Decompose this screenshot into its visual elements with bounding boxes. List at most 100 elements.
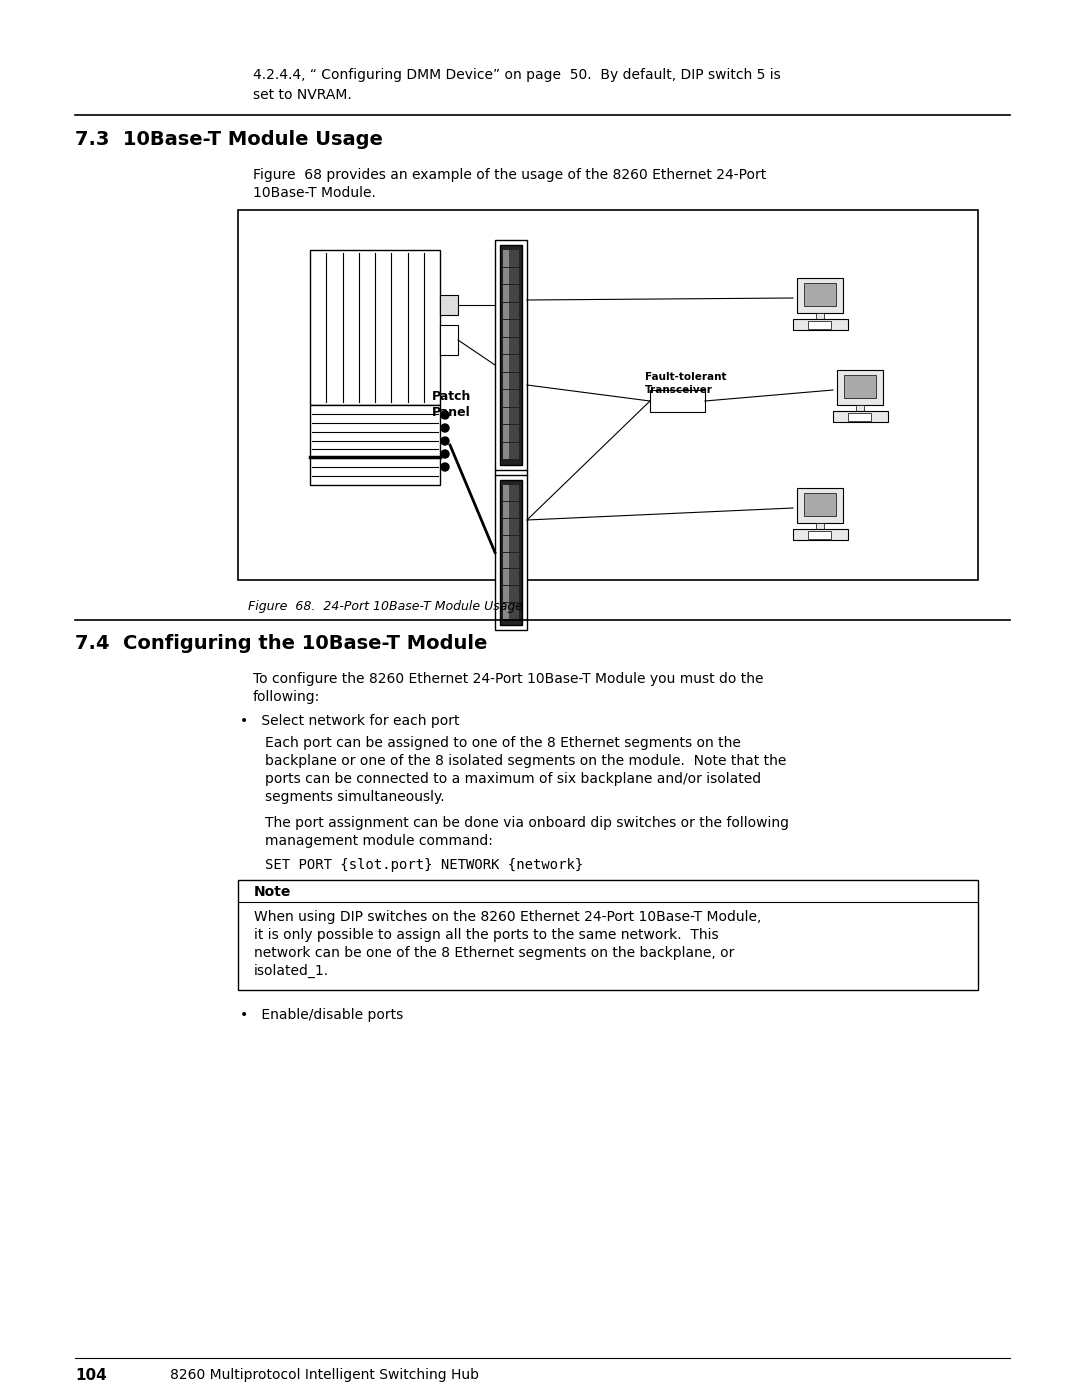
Bar <box>843 374 876 398</box>
Bar <box>837 370 883 405</box>
Bar <box>503 535 509 552</box>
Bar <box>793 529 848 541</box>
Bar <box>503 570 509 585</box>
Bar <box>503 518 509 535</box>
Text: The port assignment can be done via onboard dip switches or the following: The port assignment can be done via onbo… <box>265 816 789 830</box>
Bar <box>833 411 888 422</box>
Bar <box>793 319 848 330</box>
Text: Each port can be assigned to one of the 8 Ethernet segments on the: Each port can be assigned to one of the … <box>265 736 741 750</box>
Bar <box>503 552 519 569</box>
Circle shape <box>441 411 449 419</box>
Bar <box>797 278 843 313</box>
Bar <box>503 502 519 518</box>
Bar <box>503 320 519 337</box>
Bar <box>503 425 509 441</box>
Bar <box>503 604 519 619</box>
Bar <box>816 522 824 529</box>
Text: 4.2.4.4, “ Configuring DMM Device” on page  50.  By default, DIP switch 5 is: 4.2.4.4, “ Configuring DMM Device” on pa… <box>253 68 781 82</box>
Bar <box>503 518 519 535</box>
Text: Figure  68.  24-Port 10Base-T Module Usage: Figure 68. 24-Port 10Base-T Module Usage <box>248 599 523 613</box>
Bar <box>848 414 870 420</box>
Bar <box>503 267 509 284</box>
Bar <box>310 405 440 485</box>
Circle shape <box>441 437 449 446</box>
Circle shape <box>441 425 449 432</box>
Bar <box>503 303 519 319</box>
Bar <box>503 338 519 353</box>
Bar <box>495 240 527 469</box>
Bar <box>503 250 509 267</box>
Bar <box>503 425 519 441</box>
Text: •   Select network for each port: • Select network for each port <box>240 714 459 728</box>
Circle shape <box>441 450 449 458</box>
Text: 8260 Multiprotocol Intelligent Switching Hub: 8260 Multiprotocol Intelligent Switching… <box>170 1368 480 1382</box>
Text: Panel: Panel <box>432 407 471 419</box>
Bar <box>797 488 843 522</box>
Text: Transceiver: Transceiver <box>645 386 713 395</box>
Text: set to NVRAM.: set to NVRAM. <box>253 88 352 102</box>
Text: 7.4  Configuring the 10Base-T Module: 7.4 Configuring the 10Base-T Module <box>75 634 487 652</box>
Bar <box>503 443 519 460</box>
Bar <box>503 570 519 585</box>
Bar <box>650 390 705 412</box>
Bar <box>500 481 522 624</box>
Text: •   Enable/disable ports: • Enable/disable ports <box>240 1009 403 1023</box>
Bar <box>238 880 978 990</box>
Bar <box>503 390 509 407</box>
Bar <box>503 373 519 388</box>
Bar <box>503 267 519 284</box>
Bar <box>503 408 509 425</box>
Text: management module command:: management module command: <box>265 834 492 848</box>
Text: SET PORT {slot.port} NETWORK {network}: SET PORT {slot.port} NETWORK {network} <box>265 858 583 872</box>
Bar <box>500 244 522 465</box>
Bar <box>503 587 519 602</box>
Bar <box>238 210 978 580</box>
Bar <box>503 338 509 353</box>
Bar <box>503 604 509 619</box>
Bar <box>503 250 519 267</box>
Text: it is only possible to assign all the ports to the same network.  This: it is only possible to assign all the po… <box>254 928 718 942</box>
Bar <box>808 531 831 539</box>
Bar <box>503 303 509 319</box>
Text: To configure the 8260 Ethernet 24-Port 10Base-T Module you must do the: To configure the 8260 Ethernet 24-Port 1… <box>253 672 764 686</box>
Text: Note: Note <box>254 886 292 900</box>
Bar <box>440 326 458 355</box>
Bar <box>503 408 519 425</box>
Bar <box>503 285 519 302</box>
Text: isolated_1.: isolated_1. <box>254 964 329 978</box>
Bar <box>503 390 519 407</box>
Bar <box>503 485 509 502</box>
Text: 104: 104 <box>75 1368 107 1383</box>
Text: 7.3  10Base-T Module Usage: 7.3 10Base-T Module Usage <box>75 130 383 149</box>
Circle shape <box>441 462 449 471</box>
Text: segments simultaneously.: segments simultaneously. <box>265 789 445 805</box>
Bar <box>856 405 864 411</box>
Text: 10Base-T Module.: 10Base-T Module. <box>253 186 376 200</box>
Bar <box>503 587 509 602</box>
Bar <box>503 552 509 569</box>
Text: Figure  68 provides an example of the usage of the 8260 Ethernet 24-Port: Figure 68 provides an example of the usa… <box>253 168 766 182</box>
Bar <box>440 295 458 314</box>
Bar <box>503 502 509 518</box>
Bar <box>503 485 519 502</box>
Bar <box>804 284 836 306</box>
Text: When using DIP switches on the 8260 Ethernet 24-Port 10Base-T Module,: When using DIP switches on the 8260 Ethe… <box>254 909 761 923</box>
Bar <box>503 355 519 372</box>
Text: Fault-tolerant: Fault-tolerant <box>645 372 727 381</box>
Text: following:: following: <box>253 690 321 704</box>
Text: network can be one of the 8 Ethernet segments on the backplane, or: network can be one of the 8 Ethernet seg… <box>254 946 734 960</box>
Bar <box>503 535 519 552</box>
Bar <box>503 285 509 302</box>
Bar <box>816 313 824 319</box>
Bar <box>495 475 527 630</box>
Bar <box>503 320 509 337</box>
Bar <box>503 373 509 388</box>
Bar <box>503 355 509 372</box>
Bar <box>503 443 509 460</box>
Bar <box>808 321 831 330</box>
Text: Patch: Patch <box>432 390 471 402</box>
Bar <box>804 493 836 515</box>
Bar <box>310 250 440 405</box>
Text: ports can be connected to a maximum of six backplane and/or isolated: ports can be connected to a maximum of s… <box>265 773 761 787</box>
Text: backplane or one of the 8 isolated segments on the module.  Note that the: backplane or one of the 8 isolated segme… <box>265 754 786 768</box>
